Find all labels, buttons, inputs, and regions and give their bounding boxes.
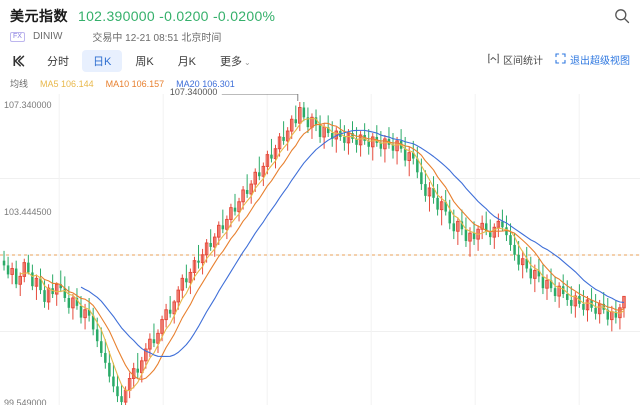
ma-legend-label: 均线 bbox=[10, 79, 29, 89]
quote-values: 102.390000 -0.0200 -0.0200% bbox=[78, 8, 275, 24]
price-axis-label-top: 107.340000 bbox=[4, 100, 52, 110]
toolbar-right-actions: 区间统计 退出超级视图 bbox=[488, 52, 630, 67]
exit-super-view-label: 退出超级视图 bbox=[570, 56, 630, 67]
price-change-pct: -0.0200% bbox=[212, 8, 276, 24]
symbol-meta-row: FX DINIW 交易中 12-21 08:51 北京时间 bbox=[10, 29, 630, 44]
range-stats-label: 区间统计 bbox=[503, 56, 543, 67]
ma20-value: 106.301 bbox=[202, 78, 235, 89]
ma10-value: 106.157 bbox=[131, 78, 165, 89]
title-row: 美元指数 102.390000 -0.0200 -0.0200% bbox=[10, 6, 630, 26]
tab-day-k-label: 日K bbox=[93, 56, 112, 68]
chart-toolbar: 分时 日K 周K 月K 更多 ⌄ 区间统计 bbox=[0, 44, 640, 72]
period-tabs: 分时 日K 周K 月K 更多 ⌄ bbox=[36, 50, 262, 72]
ma20-name: MA20 bbox=[176, 78, 200, 89]
ma5-value: 106.144 bbox=[61, 78, 94, 89]
ma5-legend: MA5 106.144 bbox=[40, 79, 94, 89]
range-stats-icon bbox=[488, 53, 499, 67]
price-change: -0.0200 bbox=[159, 8, 209, 24]
collapse-left-icon[interactable] bbox=[10, 52, 28, 70]
last-price: 102.390000 bbox=[78, 8, 155, 24]
range-stats-button[interactable]: 区间统计 bbox=[488, 52, 543, 67]
chevron-down-icon: ⌄ bbox=[244, 58, 251, 67]
ma20-legend: MA20 106.301 bbox=[176, 79, 235, 89]
tab-month-k[interactable]: 月K bbox=[167, 50, 207, 72]
price-axis-label-middle: 103.444500 bbox=[4, 207, 52, 217]
exit-super-view-button[interactable]: 退出超级视图 bbox=[555, 52, 630, 67]
ma10-legend: MA10 106.157 bbox=[106, 79, 165, 89]
ma10-name: MA10 bbox=[105, 78, 130, 89]
ma5-name: MA5 bbox=[40, 78, 59, 89]
price-axis-label-bottom: 99.549000 bbox=[4, 398, 47, 405]
search-icon[interactable] bbox=[614, 8, 630, 29]
exchange-badge: FX bbox=[10, 31, 25, 42]
tab-week-k[interactable]: 周K bbox=[124, 50, 164, 72]
tab-month-k-label: 月K bbox=[177, 56, 197, 68]
tab-fenshi[interactable]: 分时 bbox=[36, 50, 80, 72]
tab-more[interactable]: 更多 ⌄ bbox=[209, 50, 262, 72]
candlestick-chart[interactable]: 107.340000 103.444500 99.549000 107.3400… bbox=[0, 87, 640, 405]
high-annotation-label: 107.340000 bbox=[169, 87, 218, 97]
symbol-code: DINIW bbox=[32, 31, 63, 42]
ma-legend: 均线 MA5 106.144 MA10 106.157 MA20 106.301 bbox=[0, 72, 640, 90]
tab-more-label: 更多 bbox=[220, 56, 243, 68]
tab-fenshi-label: 分时 bbox=[47, 56, 69, 68]
market-status: 交易中 12-21 08:51 北京时间 bbox=[92, 33, 222, 44]
symbol-name: 美元指数 bbox=[10, 8, 68, 24]
tab-week-k-label: 周K bbox=[135, 56, 154, 68]
expand-icon bbox=[555, 52, 566, 67]
chart-canvas bbox=[0, 94, 640, 405]
quote-header: 美元指数 102.390000 -0.0200 -0.0200% FX DINI… bbox=[0, 0, 640, 44]
tab-day-k[interactable]: 日K bbox=[82, 50, 123, 72]
